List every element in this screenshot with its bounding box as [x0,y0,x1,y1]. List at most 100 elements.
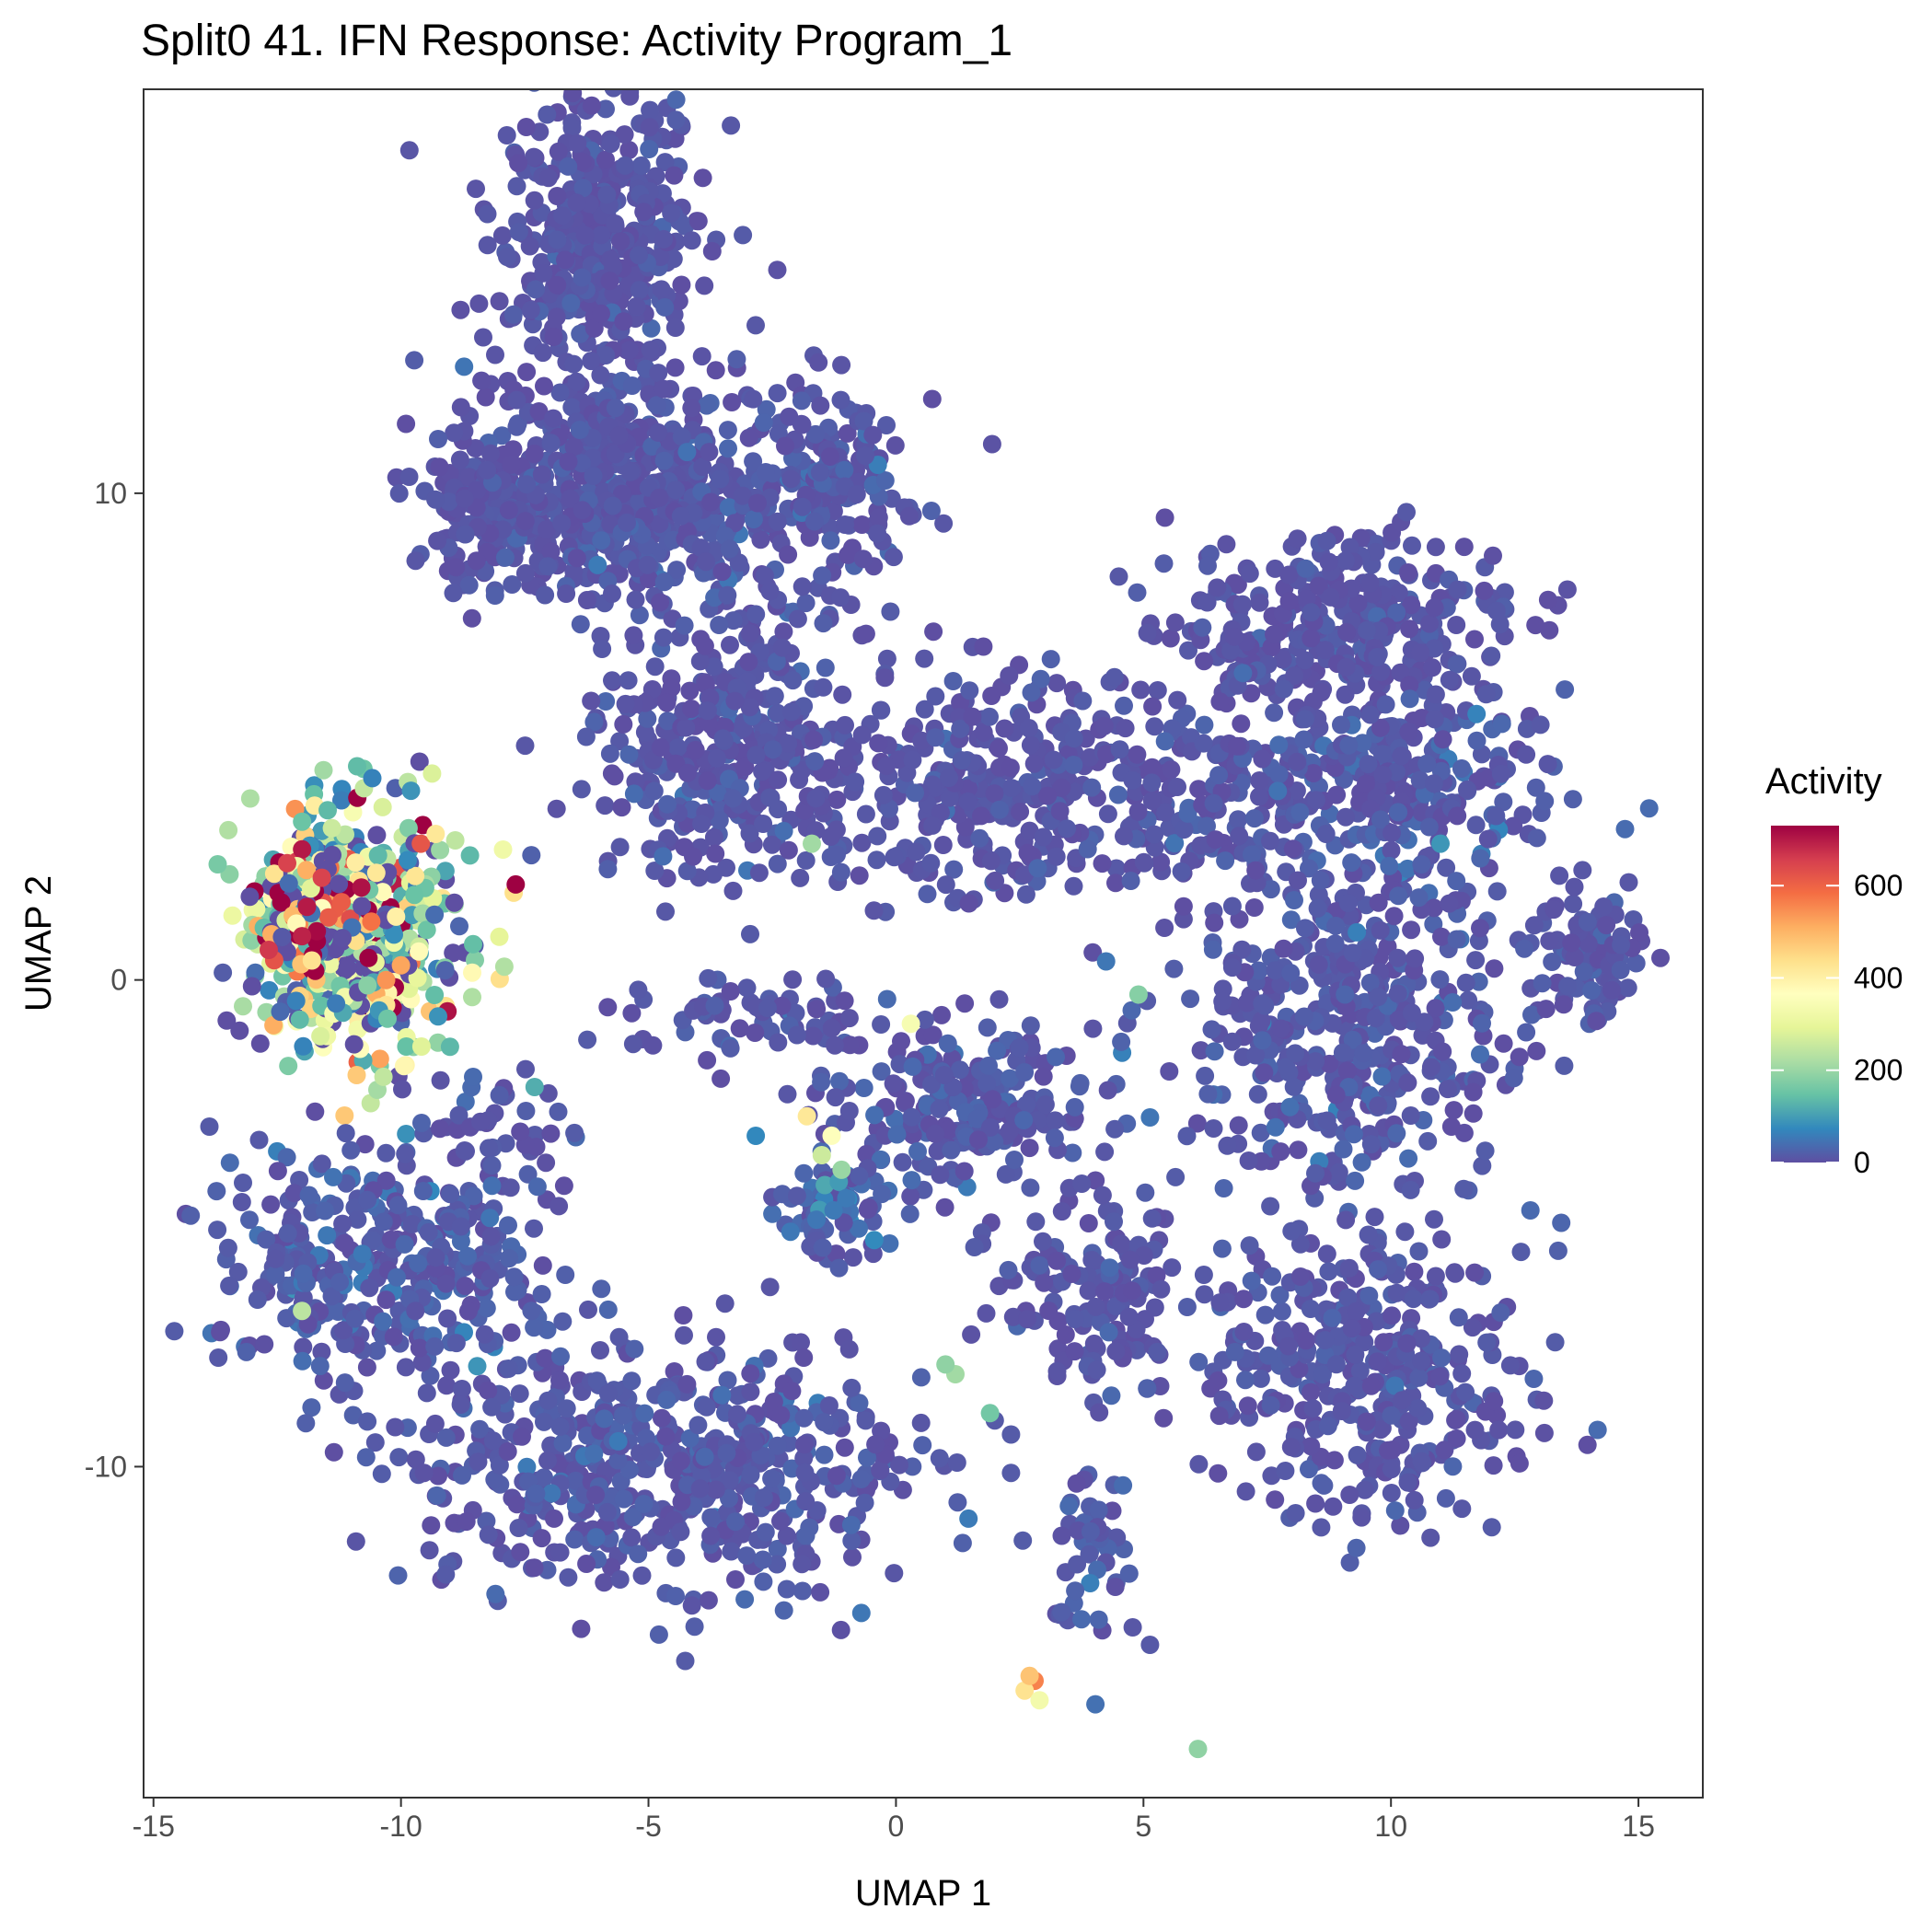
data-point [740,698,759,717]
data-point [1168,690,1187,710]
data-point [1357,774,1375,793]
data-point [1397,503,1416,522]
data-point [1294,1007,1313,1026]
data-point [1123,770,1142,790]
data-point [805,752,825,771]
data-point [1284,1077,1303,1096]
data-point [930,1099,949,1118]
data-point [446,558,466,577]
data-point [376,1290,396,1310]
data-point [851,1470,871,1488]
data-point [388,1196,408,1215]
data-point [551,1347,570,1366]
data-point [430,457,449,477]
data-point [410,942,429,961]
data-point [922,389,942,409]
data-point [1197,816,1216,836]
data-point [1001,1463,1021,1483]
data-point [389,1448,409,1467]
data-point [1056,1325,1075,1344]
data-point [728,1405,746,1424]
data-point [422,764,442,783]
data-point [311,1026,330,1046]
data-point [753,1550,772,1569]
data-point [598,1300,618,1319]
data-point [1369,988,1388,1007]
data-point [1283,839,1302,859]
data-point [1195,715,1214,735]
data-point [959,894,978,913]
data-point [796,850,816,870]
data-point [1358,620,1376,640]
data-point [653,1408,671,1428]
data-point [877,757,897,776]
data-point [1430,970,1450,989]
data-point [1271,1019,1290,1038]
data-point [1250,771,1269,790]
data-point [559,156,578,176]
data-point [1128,745,1147,764]
data-point [763,1204,782,1223]
data-point [1447,616,1466,634]
data-point [827,790,847,809]
data-point [479,1381,498,1400]
data-point [248,1290,267,1309]
data-point [481,1227,501,1246]
data-point [794,1163,814,1183]
data-point [480,1209,500,1228]
data-point [1348,594,1368,613]
data-point [368,846,388,865]
data-point [513,1427,531,1446]
data-point [1045,1128,1064,1148]
data-point [680,681,700,700]
data-point [940,788,959,807]
data-point [556,250,574,270]
data-point [541,542,561,561]
data-point [1315,641,1335,660]
data-point [901,1186,920,1206]
data-point [1005,1151,1024,1169]
data-point [556,1266,575,1284]
data-point [1000,666,1019,685]
data-point [1332,715,1350,735]
data-point [1359,755,1378,774]
data-point [464,934,482,954]
data-point [1544,900,1564,920]
data-point [1096,952,1116,971]
data-point [830,1071,849,1091]
scatter-points [165,89,1670,1759]
data-point [666,110,686,130]
data-point [609,1327,629,1347]
data-point [557,584,576,603]
data-point [388,1267,406,1287]
data-point [232,1193,251,1211]
data-point [477,1299,496,1318]
data-point [614,714,633,734]
data-point [829,1258,849,1278]
data-point [1143,697,1163,716]
data-point [1021,1016,1040,1035]
data-point [608,1431,628,1451]
data-point [299,1186,318,1205]
data-point [401,781,421,801]
data-point [1160,1062,1179,1081]
data-point [462,608,481,628]
data-point [552,514,572,533]
data-point [493,840,513,859]
data-point [538,105,557,124]
data-point [1454,1179,1474,1198]
data-point [943,672,963,690]
data-point [358,1412,377,1431]
data-point [1162,760,1181,780]
data-point [1001,1425,1021,1444]
data-point [399,468,419,486]
data-point [1382,840,1401,860]
data-point [959,1509,978,1528]
data-point [406,1301,425,1321]
data-point [774,1601,793,1620]
data-point [1145,717,1164,736]
data-point [527,1177,547,1197]
data-point [672,275,691,295]
data-point [877,416,896,434]
data-point [1280,1097,1300,1116]
